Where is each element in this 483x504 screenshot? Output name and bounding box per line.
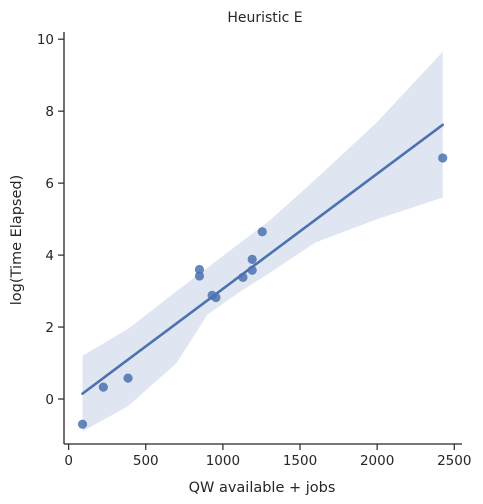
x-tick-label: 1500 <box>283 453 317 469</box>
data-point <box>194 264 205 275</box>
data-point <box>257 227 267 237</box>
y-ticks: 0 2 4 6 8 10 <box>37 32 64 408</box>
y-tick-label: 2 <box>45 320 54 336</box>
x-tick-label: 2000 <box>360 453 394 469</box>
data-point <box>247 254 257 265</box>
data-point <box>211 292 221 303</box>
x-tick-label: 2500 <box>437 453 471 469</box>
data-point <box>247 265 257 275</box>
x-axis-label: QW available + jobs <box>189 480 336 496</box>
data-points-layer <box>77 153 448 429</box>
data-point <box>194 271 205 281</box>
y-tick-label: 10 <box>37 32 54 48</box>
data-point <box>98 382 108 392</box>
data-point <box>123 373 133 383</box>
y-axis-label: log(Time Elapsed) <box>9 175 25 305</box>
confidence-band <box>82 51 443 432</box>
regression-line-layer <box>81 123 445 395</box>
data-point <box>438 153 448 163</box>
y-tick-label: 0 <box>45 392 54 408</box>
confidence-band-layer <box>82 51 443 432</box>
chart-title: Heuristic E <box>227 10 302 26</box>
y-tick-label: 4 <box>45 248 54 264</box>
axes <box>63 32 462 445</box>
data-point <box>238 272 248 283</box>
x-tick-label: 1000 <box>206 453 240 469</box>
x-ticks: 0 500 1000 1500 2000 2500 <box>64 444 471 469</box>
x-tick-label: 0 <box>64 453 73 469</box>
y-tick-label: 6 <box>45 176 54 192</box>
data-point <box>77 419 88 429</box>
regression-line <box>81 123 445 395</box>
x-tick-label: 500 <box>133 453 159 469</box>
y-tick-label: 8 <box>45 104 54 120</box>
